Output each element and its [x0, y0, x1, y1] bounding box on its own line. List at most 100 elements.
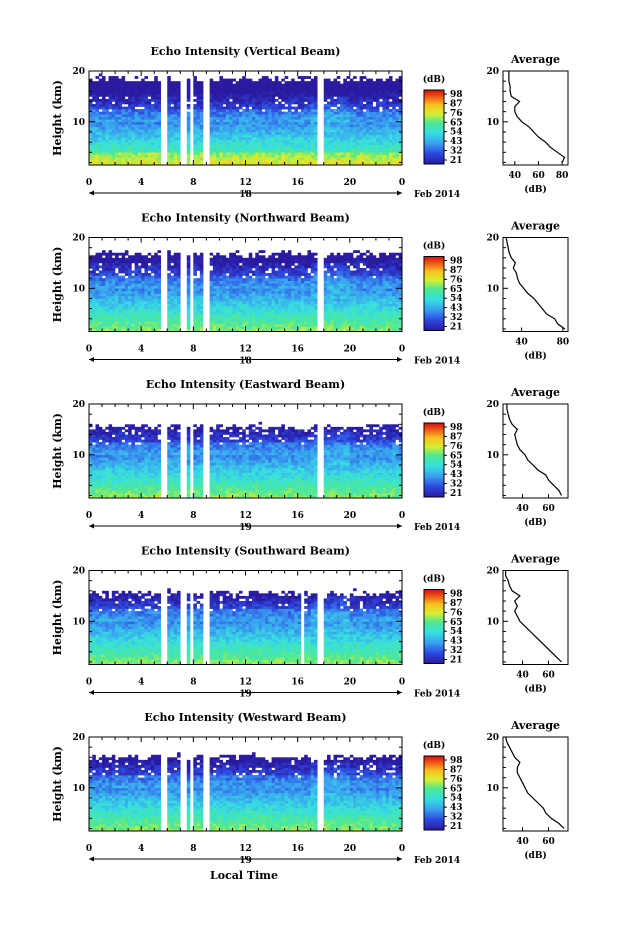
heatmap-cell [327, 101, 331, 105]
heatmap-cell [304, 295, 308, 299]
heatmap-cell [118, 262, 122, 266]
heatmap-cell [186, 147, 191, 151]
heatmap-cell [229, 252, 233, 256]
heatmap-cell [102, 285, 106, 289]
heatmap-cell [95, 114, 100, 118]
heatmap-cell [255, 119, 259, 123]
heatmap-cell [137, 318, 142, 322]
heatmap-cell [300, 270, 305, 274]
heatmap-cell [287, 313, 292, 317]
heatmap-cell [124, 154, 129, 158]
heatmap-cell [212, 137, 217, 140]
heatmap-cell [137, 298, 142, 302]
heatmap-cell [261, 147, 266, 151]
heatmap-cell [115, 303, 119, 307]
heatmap-cell [265, 81, 269, 84]
heatmap-cell [294, 126, 298, 130]
heatmap-cell [291, 313, 295, 317]
heatmap-cell [196, 260, 201, 264]
heatmap-cell [150, 86, 155, 90]
heatmap-cell [258, 96, 263, 100]
heatmap-cell [245, 326, 250, 330]
heatmap-cell [353, 139, 357, 143]
heatmap-cell [98, 293, 103, 297]
heatmap-cell [353, 159, 357, 163]
heatmap-cell [216, 316, 220, 320]
heatmap-cell [261, 275, 266, 279]
heatmap-cell [167, 149, 171, 153]
heatmap-cell [157, 129, 162, 133]
heatmap-cell [359, 83, 364, 87]
heatmap-cell [356, 124, 360, 128]
heatmap-cell [209, 91, 214, 95]
heatmap-cell [232, 265, 237, 269]
heatmap-cell [147, 98, 152, 102]
heatmap-cell [134, 267, 139, 271]
heatmap-cell [300, 278, 305, 281]
heatmap-cell [219, 124, 223, 128]
heatmap-cell [255, 83, 259, 87]
heatmap-cell [147, 144, 152, 148]
heatmap-cell [278, 275, 282, 279]
heatmap-cell [92, 270, 96, 274]
heatmap-cell [121, 154, 126, 158]
heatmap-cell [95, 119, 100, 123]
heatmap-cell [137, 119, 142, 123]
heatmap-cell [222, 147, 227, 151]
heatmap-cell [154, 255, 158, 259]
heatmap-cell [245, 265, 250, 269]
heatmap-cell [366, 131, 370, 135]
heatmap-cell [310, 96, 315, 100]
heatmap-cell [121, 260, 126, 264]
heatmap-cell [118, 303, 122, 307]
heatmap-cell [105, 303, 109, 307]
heatmap-cell [255, 149, 259, 153]
date-axis-arrow [397, 190, 402, 196]
heatmap-cell [154, 326, 158, 330]
heatmap-cell [307, 265, 312, 269]
heatmap-cell [216, 298, 220, 302]
heatmap-cell [392, 129, 396, 133]
heatmap-cell [225, 109, 230, 112]
heatmap-cell [388, 101, 393, 105]
heatmap-cell [222, 313, 227, 317]
heatmap-cell [111, 96, 116, 100]
heatmap-cell [271, 303, 276, 307]
heatmap-cell [216, 149, 220, 153]
heatmap-cell [108, 260, 113, 264]
heatmap-cell [310, 303, 315, 307]
heatmap-cell [144, 267, 148, 271]
heatmap-cell [216, 265, 220, 269]
heatmap-cell [382, 83, 386, 87]
heatmap-cell [395, 91, 400, 95]
heatmap-cell [128, 328, 132, 332]
heatmap-cell [144, 306, 148, 309]
heatmap-cell [115, 295, 119, 299]
heatmap-cell [235, 98, 240, 102]
heatmap-cell [307, 293, 312, 297]
heatmap-cell [121, 124, 126, 128]
heatmap-cell [310, 255, 315, 259]
heatmap-cell [150, 318, 155, 322]
heatmap-cell [238, 316, 243, 320]
heatmap-cell [115, 147, 119, 151]
heatmap-cell [291, 78, 295, 82]
heatmap-cell [359, 96, 364, 100]
heatmap-cell [105, 326, 109, 330]
heatmap-cell [157, 257, 162, 261]
heatmap-cell [186, 129, 191, 133]
heatmap-cell [196, 280, 201, 284]
heatmap-cell [333, 306, 338, 309]
heatmap-cell [186, 321, 191, 325]
heatmap-cell [388, 144, 393, 148]
heatmap-cell [235, 273, 240, 276]
heatmap-cell [186, 255, 191, 259]
heatmap-cell [238, 270, 243, 274]
heatmap-cell [128, 149, 132, 153]
heatmap-cell [300, 260, 305, 264]
heatmap-cell [144, 255, 148, 259]
heatmap-cell [209, 83, 214, 87]
heatmap-cell [111, 88, 116, 92]
heatmap-cell [147, 273, 152, 276]
heatmap-cell [310, 318, 315, 322]
